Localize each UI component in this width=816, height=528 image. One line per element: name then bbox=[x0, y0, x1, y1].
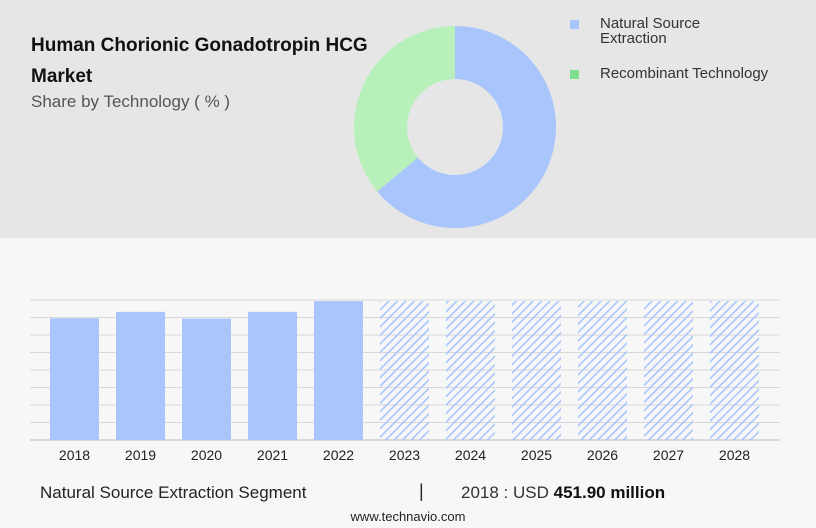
footer-separator: | bbox=[419, 481, 424, 501]
donut-chart bbox=[354, 26, 556, 229]
bar-2019 bbox=[116, 311, 165, 440]
footer-value-amount: 451.90 million bbox=[553, 483, 666, 502]
bar-2028 bbox=[710, 301, 759, 440]
bar-2025 bbox=[512, 301, 561, 440]
bar-2024 bbox=[446, 301, 495, 440]
chart-subtitle: Share by Technology ( % ) bbox=[31, 92, 231, 111]
bar-2023 bbox=[380, 301, 429, 440]
legend-label-recombinant: Recombinant Technology bbox=[600, 65, 769, 82]
bar-2026 bbox=[578, 301, 627, 440]
chart-title: Human Chorionic Gonadotropin HCG Market bbox=[31, 35, 368, 87]
bar-2027 bbox=[644, 301, 693, 440]
footer-url: www.technavio.com bbox=[350, 509, 466, 524]
legend-swatch-natural-source bbox=[570, 20, 579, 29]
footer-segment-label: Natural Source Extraction Segment bbox=[40, 483, 307, 502]
legend-label-natural-source: Natural Source Extraction bbox=[600, 15, 701, 47]
x-tick-label-2026: 2026 bbox=[587, 447, 618, 463]
footer-value-prefix: 2018 : USD bbox=[461, 483, 549, 502]
legend-swatch-recombinant bbox=[570, 70, 579, 79]
bar-chart: 2018 2019 2020 2021 2022 2023 2024 2025 2026 2027… bbox=[30, 299, 780, 463]
x-tick-label-2021: 2021 bbox=[257, 447, 288, 463]
bar-2022 bbox=[314, 301, 363, 440]
x-tick-label-2028: 2028 bbox=[719, 447, 750, 463]
x-tick-label-2022: 2022 bbox=[323, 447, 354, 463]
x-tick-label-2027: 2027 bbox=[653, 447, 684, 463]
footer-value: 2018 : USD 451.90 million bbox=[461, 483, 665, 503]
donut-slice-natural-source-extraction bbox=[377, 26, 556, 229]
x-tick-label-2025: 2025 bbox=[521, 447, 552, 463]
bar-2020 bbox=[182, 318, 231, 440]
x-tick-label-2019: 2019 bbox=[125, 447, 156, 463]
x-tick-label-2024: 2024 bbox=[455, 447, 486, 463]
donut-slice-recombinant-technology bbox=[354, 26, 455, 192]
x-tick-label-2020: 2020 bbox=[191, 447, 222, 463]
bar-2018 bbox=[50, 318, 99, 440]
bar-2021 bbox=[248, 311, 297, 440]
x-tick-label-2018: 2018 bbox=[59, 447, 90, 463]
x-tick-label-2023: 2023 bbox=[389, 447, 420, 463]
